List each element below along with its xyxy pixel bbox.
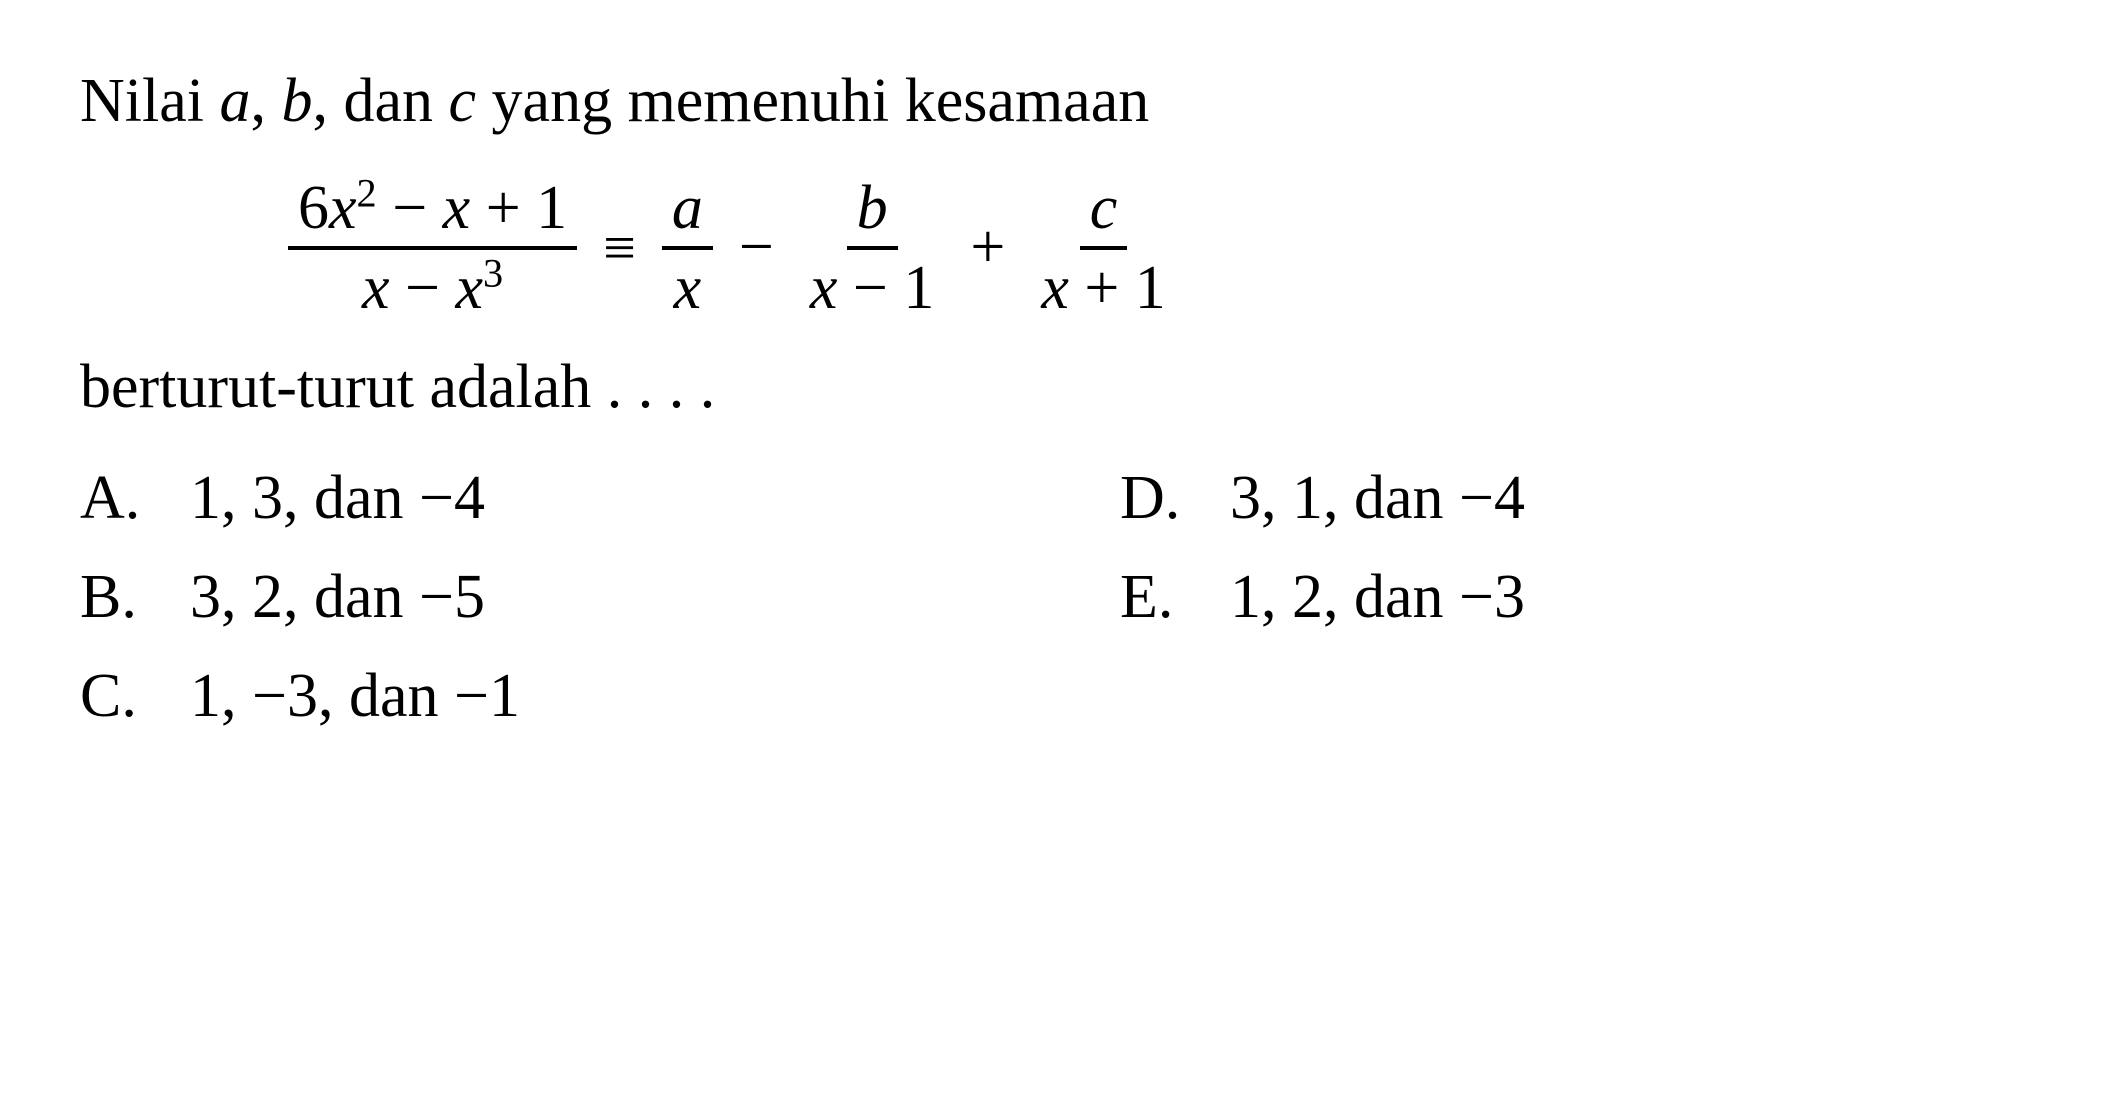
intro-rest: yang memenuhi kesamaan xyxy=(476,67,1149,135)
term3-den-x: x xyxy=(1041,254,1069,322)
option-d-letter: D. xyxy=(1120,463,1230,534)
option-e-letter: E. xyxy=(1120,562,1230,633)
lhs-fraction: 6x2 − x + 1 x − x3 xyxy=(288,174,577,322)
option-a-text: 1, 3, dan −4 xyxy=(190,463,485,534)
minus-op: − xyxy=(721,212,792,283)
lhs-den-exp: 3 xyxy=(483,250,503,295)
plus-op: + xyxy=(952,212,1023,283)
lhs-denominator: x − x3 xyxy=(352,250,513,322)
term1-den: x xyxy=(664,250,712,322)
lhs-num-coef: 6 xyxy=(298,174,329,242)
question-continuation: berturut-turut adalah . . . . xyxy=(80,352,2040,423)
option-c: C. 1, −3, dan −1 xyxy=(80,661,1000,732)
lhs-numerator: 6x2 − x + 1 xyxy=(288,174,577,250)
lhs-num-minus: − xyxy=(377,174,443,242)
term3-fraction: c x + 1 xyxy=(1031,174,1176,322)
option-a-letter: A. xyxy=(80,463,190,534)
term3-num: c xyxy=(1080,174,1128,250)
term2-den-rest: − 1 xyxy=(837,254,934,322)
lhs-num-x2: x xyxy=(443,174,471,242)
lhs-den-x2: x xyxy=(455,254,483,322)
option-c-letter: C. xyxy=(80,661,190,732)
option-b-letter: B. xyxy=(80,562,190,633)
option-a: A. 1, 3, dan −4 xyxy=(80,463,1000,534)
term1-num: a xyxy=(662,174,713,250)
intro-comma-1: , xyxy=(250,67,281,135)
lhs-den-x1: x xyxy=(362,254,390,322)
option-e-text: 1, 2, dan −3 xyxy=(1230,562,1525,633)
term3-den: x + 1 xyxy=(1031,250,1176,322)
lhs-num-exp1: 2 xyxy=(357,170,377,215)
intro-var-b: b xyxy=(281,67,312,135)
equation: 6x2 − x + 1 x − x3 ≡ a x − b x − 1 + c x… xyxy=(80,174,2040,322)
term2-den-x: x xyxy=(810,254,838,322)
intro-comma-2: , dan xyxy=(312,67,448,135)
option-b-text: 3, 2, dan −5 xyxy=(190,562,485,633)
question-block: Nilai a, b, dan c yang memenuhi kesamaan… xyxy=(80,60,2040,732)
option-d-text: 3, 1, dan −4 xyxy=(1230,463,1525,534)
term3-den-rest: + 1 xyxy=(1069,254,1166,322)
intro-var-a: a xyxy=(219,67,250,135)
option-e: E. 1, 2, dan −3 xyxy=(1120,562,2040,633)
question-intro: Nilai a, b, dan c yang memenuhi kesamaan xyxy=(80,60,2040,144)
term2-den: x − 1 xyxy=(800,250,945,322)
lhs-den-minus: − xyxy=(390,254,456,322)
lhs-num-x1: x xyxy=(329,174,357,242)
identical-sign: ≡ xyxy=(585,214,654,281)
option-b: B. 3, 2, dan −5 xyxy=(80,562,1000,633)
option-c-text: 1, −3, dan −1 xyxy=(190,661,520,732)
options-grid: A. 1, 3, dan −4 D. 3, 1, dan −4 B. 3, 2,… xyxy=(80,463,2040,732)
option-d: D. 3, 1, dan −4 xyxy=(1120,463,2040,534)
term1-fraction: a x xyxy=(662,174,713,322)
lhs-num-plus1: + 1 xyxy=(470,174,567,242)
term2-num: b xyxy=(847,174,898,250)
term2-fraction: b x − 1 xyxy=(800,174,945,322)
intro-text-1: Nilai xyxy=(80,67,219,135)
intro-var-c: c xyxy=(449,67,477,135)
